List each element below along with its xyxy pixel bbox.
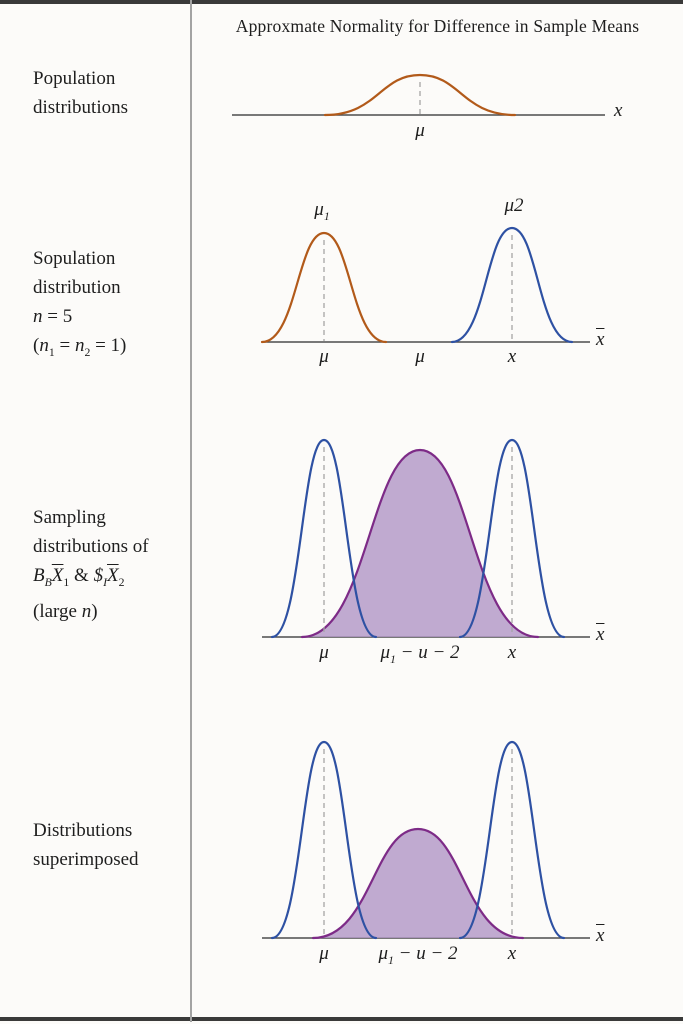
- label-line: superimposed: [33, 849, 139, 870]
- mu-tick-label: μ: [319, 642, 329, 663]
- column-divider: [190, 0, 192, 1022]
- mu-label: μ: [415, 120, 425, 141]
- label-line: Sampling: [33, 507, 106, 528]
- x-tick-label: x: [507, 642, 517, 663]
- difference-tick-label: μ1 − u − 2: [380, 642, 460, 666]
- label-line: (large n): [33, 600, 98, 622]
- difference-tick-label: μ1 − u − 2: [378, 943, 458, 967]
- label-line-math: BBX1 & $IX2: [33, 565, 125, 589]
- distribution-curve: [323, 73, 517, 117]
- curve-fill: [302, 450, 538, 637]
- label-line: distributions of: [33, 536, 149, 557]
- curve-fill: [313, 829, 523, 938]
- distribution-curve: [300, 448, 540, 639]
- distribution-plot-svg: [262, 740, 590, 940]
- xbar-axis-label: x: [596, 925, 605, 946]
- top-rule: [0, 0, 683, 4]
- x-axis-label: x: [614, 100, 623, 121]
- distribution-curve: [260, 231, 388, 344]
- mu2-peak-label: μ2: [504, 195, 524, 216]
- row-label-population-distributions: Population distributions: [33, 64, 183, 122]
- mu1-peak-label: μ1: [314, 199, 330, 223]
- bottom-rule: [0, 1017, 683, 1021]
- distribution-curve: [270, 740, 378, 940]
- x-tick-label: x: [507, 943, 517, 964]
- figure-title: Approxmate Normality for Difference in S…: [235, 16, 640, 36]
- xbar-axis-label: x: [596, 329, 605, 350]
- label-line: (n1 = n2 = 1): [33, 335, 127, 359]
- row-label-distributions-superimposed: Distributions superimposed: [33, 816, 183, 874]
- row-label-sampling-distributions: Sampling distributions of BBX1 & $IX2 (l…: [33, 503, 183, 626]
- mu-tick-label: μ: [319, 943, 329, 964]
- x-tick-label: x: [507, 346, 517, 367]
- label-line: distributions: [33, 97, 129, 118]
- label-line: distribution: [33, 277, 121, 298]
- distribution-plot-svg: [232, 73, 605, 117]
- panel-distributions-superimposed: μ μ1 − u − 2 x x: [192, 712, 683, 982]
- mu-tick-label: μ: [415, 346, 425, 367]
- label-line: Population: [33, 68, 116, 89]
- mu-tick-label: μ: [319, 346, 329, 367]
- panel-population-distribution: x μ: [192, 52, 683, 147]
- label-line: Sopulation: [33, 248, 116, 269]
- xbar-axis-label: x: [596, 624, 605, 645]
- panel-population-distributions-n5: μ1 μ2 μ μ x x: [192, 185, 683, 370]
- distribution-plot-svg: [262, 438, 590, 639]
- distribution-curve: [458, 740, 566, 940]
- panel-sampling-distributions: μ μ1 − u − 2 x x: [192, 420, 683, 685]
- row-label-population-distribution-n5: Sopulation distribution n = 5 (n1 = n2 =…: [33, 244, 183, 367]
- label-line: Distributions: [33, 820, 133, 841]
- distribution-curve: [270, 438, 378, 639]
- distribution-curve: [311, 827, 525, 940]
- distribution-curve: [458, 438, 566, 639]
- label-line: n = 5: [33, 306, 73, 327]
- distribution-plot-svg: [260, 226, 590, 344]
- distribution-curve: [450, 226, 574, 344]
